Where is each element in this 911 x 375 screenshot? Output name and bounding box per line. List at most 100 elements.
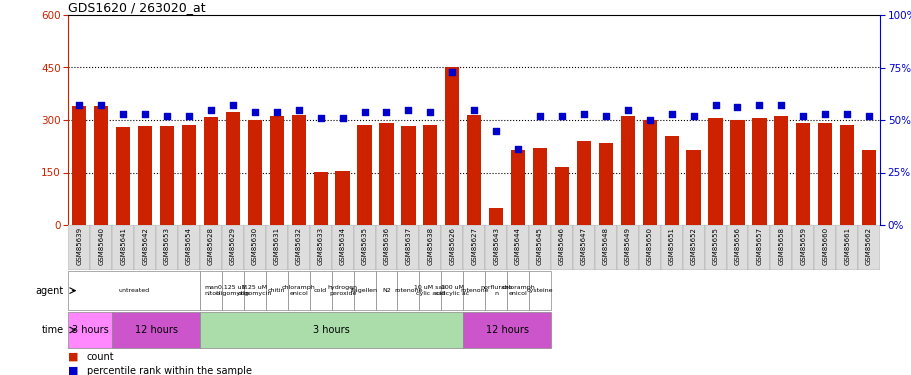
Bar xyxy=(814,225,835,270)
Bar xyxy=(576,141,590,225)
Text: GSM85628: GSM85628 xyxy=(208,227,214,265)
Bar xyxy=(112,225,134,270)
Bar xyxy=(620,117,634,225)
Bar xyxy=(288,225,310,270)
Bar xyxy=(90,225,112,270)
Text: GSM85655: GSM85655 xyxy=(711,227,718,265)
Text: flagellen: flagellen xyxy=(351,288,378,293)
Bar xyxy=(507,225,528,270)
Bar xyxy=(792,225,814,270)
Text: GSM85650: GSM85650 xyxy=(646,227,652,265)
Bar xyxy=(243,225,265,270)
Bar xyxy=(510,150,525,225)
Text: GDS1620 / 263020_at: GDS1620 / 263020_at xyxy=(68,1,206,14)
Bar xyxy=(466,115,481,225)
Point xyxy=(357,109,372,115)
Bar xyxy=(156,225,178,270)
Bar xyxy=(463,312,550,348)
Text: GSM85644: GSM85644 xyxy=(515,227,520,265)
Bar xyxy=(292,115,305,225)
Text: chloramph
enicol: chloramph enicol xyxy=(281,285,315,296)
Bar xyxy=(72,106,87,225)
Bar xyxy=(200,312,463,348)
Text: ■: ■ xyxy=(68,352,79,362)
Point xyxy=(532,113,547,119)
Bar xyxy=(112,312,200,348)
Text: 100 uM
salicylic ac: 100 uM salicylic ac xyxy=(435,285,469,296)
Text: GSM85638: GSM85638 xyxy=(427,227,433,266)
Bar xyxy=(397,225,419,270)
Bar xyxy=(730,120,743,225)
Text: 3 hours: 3 hours xyxy=(313,325,350,335)
Point xyxy=(379,109,394,115)
Point xyxy=(247,109,261,115)
Point xyxy=(708,102,722,108)
Text: cysteine: cysteine xyxy=(527,288,553,293)
Text: GSM85633: GSM85633 xyxy=(317,227,323,266)
Text: agent: agent xyxy=(36,286,64,296)
Bar xyxy=(379,123,394,225)
Bar xyxy=(332,225,353,270)
Bar xyxy=(485,225,507,270)
Text: 3 hours: 3 hours xyxy=(72,325,108,335)
Bar xyxy=(708,118,722,225)
Text: GSM85627: GSM85627 xyxy=(471,227,476,265)
Bar xyxy=(817,123,832,225)
Text: GSM85661: GSM85661 xyxy=(844,227,849,266)
Text: GSM85631: GSM85631 xyxy=(273,227,280,266)
Point xyxy=(401,106,415,112)
Text: 1.25 uM
oligomycin: 1.25 uM oligomycin xyxy=(238,285,271,296)
Bar xyxy=(704,225,726,270)
Text: GSM85646: GSM85646 xyxy=(558,227,565,265)
Bar xyxy=(288,271,310,310)
Bar xyxy=(159,126,174,225)
Text: GSM85632: GSM85632 xyxy=(295,227,302,265)
Text: ■: ■ xyxy=(68,366,79,375)
Bar xyxy=(181,124,196,225)
Point xyxy=(225,102,240,108)
Point xyxy=(335,115,350,121)
Bar xyxy=(463,225,485,270)
Text: 12 hours: 12 hours xyxy=(135,325,178,335)
Bar xyxy=(660,225,682,270)
Bar xyxy=(682,225,704,270)
Point xyxy=(795,113,810,119)
Text: count: count xyxy=(87,352,114,362)
Text: GSM85642: GSM85642 xyxy=(142,227,148,265)
Point xyxy=(598,113,612,119)
Bar xyxy=(335,171,349,225)
Bar xyxy=(599,143,612,225)
Bar xyxy=(68,312,112,348)
Bar xyxy=(857,225,879,270)
Text: rotenone: rotenone xyxy=(394,288,422,293)
Point xyxy=(94,102,108,108)
Bar xyxy=(226,112,240,225)
Bar xyxy=(265,225,288,270)
Text: GSM85634: GSM85634 xyxy=(339,227,345,265)
Bar xyxy=(423,125,437,225)
Text: GSM85651: GSM85651 xyxy=(668,227,674,265)
Point xyxy=(445,69,459,75)
Point xyxy=(116,111,130,117)
Text: GSM85658: GSM85658 xyxy=(777,227,783,265)
Point xyxy=(752,102,766,108)
Bar xyxy=(861,150,875,225)
Text: man
nitol: man nitol xyxy=(204,285,218,296)
Bar xyxy=(835,225,857,270)
Point xyxy=(554,113,568,119)
Bar xyxy=(375,225,397,270)
Bar xyxy=(441,271,463,310)
Point xyxy=(861,113,875,119)
Point xyxy=(423,109,437,115)
Bar xyxy=(401,126,415,225)
Bar xyxy=(419,225,441,270)
Text: GSM85657: GSM85657 xyxy=(755,227,762,265)
Bar xyxy=(463,271,485,310)
Point xyxy=(466,106,481,112)
Bar xyxy=(445,68,459,225)
Point xyxy=(510,146,525,152)
Bar xyxy=(507,271,528,310)
Point xyxy=(138,111,152,117)
Bar xyxy=(313,172,327,225)
Text: N2: N2 xyxy=(382,288,391,293)
